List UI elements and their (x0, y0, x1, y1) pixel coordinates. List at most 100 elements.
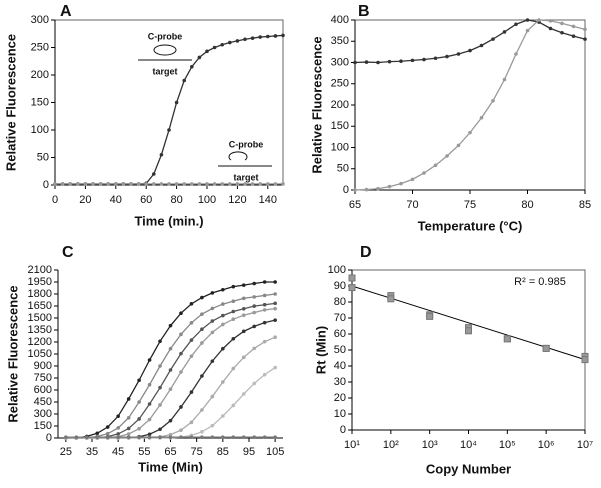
data-point (147, 435, 152, 440)
x-tick-label: 35 (86, 446, 98, 458)
y-tick-label: 200 (331, 99, 349, 111)
data-point (456, 143, 461, 148)
data-point (53, 182, 57, 186)
y-tick-label: 50 (37, 151, 49, 163)
x-axis-title: Time (min.) (134, 213, 203, 228)
data-point (221, 435, 225, 440)
data-point (465, 327, 472, 335)
data-point (433, 56, 438, 61)
data-point (235, 39, 240, 43)
data-point (514, 22, 518, 27)
y-tick-label: 450 (34, 396, 52, 408)
data-point (152, 172, 156, 176)
data-point (116, 426, 120, 430)
data-point (95, 431, 100, 436)
data-point (205, 49, 209, 54)
data-point (364, 60, 369, 64)
data-point (121, 182, 126, 186)
data-point (212, 45, 217, 50)
x-tick-label: 10² (383, 439, 399, 451)
data-point (273, 301, 277, 306)
y-tick-label: 250 (331, 78, 349, 90)
data-point (376, 186, 380, 191)
data-point (399, 59, 403, 64)
data-point (262, 435, 267, 440)
data-point (491, 98, 495, 103)
data-point (200, 295, 204, 300)
data-point (262, 339, 267, 344)
data-point (258, 35, 263, 39)
data-point (197, 182, 202, 186)
x-tick-label: 100 (198, 194, 216, 206)
data-point (221, 313, 225, 318)
x-tick-label: 45 (112, 446, 124, 458)
data-point (468, 48, 472, 53)
x-tick-label: 105 (266, 446, 284, 458)
y-tick-label: 0 (343, 184, 349, 196)
y-tick-label: 0 (46, 432, 52, 444)
x-tick-label: 10⁷ (577, 439, 593, 451)
data-point (189, 321, 194, 325)
y-tick-label: 30 (334, 376, 346, 388)
data-point (95, 435, 100, 440)
data-point (60, 182, 65, 186)
plot-frame (351, 269, 586, 431)
x-tick-label: 10¹ (344, 439, 360, 451)
data-point (221, 322, 225, 327)
trend-line (351, 285, 586, 361)
data-point (200, 430, 204, 434)
data-point (64, 435, 68, 440)
data-point (168, 323, 173, 328)
data-point (190, 64, 194, 69)
data-point (158, 364, 162, 368)
data-point (210, 291, 215, 295)
data-point (205, 182, 209, 186)
y-tick-label: 1050 (28, 348, 52, 360)
data-point (266, 182, 270, 186)
data-point (220, 42, 224, 47)
data-point (262, 320, 267, 325)
data-point (159, 152, 164, 157)
data-point (252, 346, 257, 351)
y-tick-label: 250 (31, 41, 49, 53)
data-point (137, 426, 141, 431)
data-point (387, 59, 392, 64)
data-point (228, 182, 232, 186)
data-point (189, 390, 194, 394)
data-point (231, 337, 236, 341)
data-point (84, 435, 89, 440)
data-point (583, 27, 587, 32)
data-point (167, 128, 171, 132)
data-point (252, 435, 257, 440)
x-tick-label: 80 (170, 194, 182, 206)
x-axis-title: Copy Number (426, 461, 511, 476)
data-point (179, 405, 183, 409)
series-line (65, 367, 276, 439)
data-point (252, 295, 257, 299)
y-tick-label: 1650 (28, 300, 52, 312)
y-tick-label: 300 (331, 56, 349, 68)
data-point (426, 312, 434, 320)
data-point (76, 182, 80, 186)
data-point (105, 435, 110, 440)
data-point (241, 355, 246, 360)
data-point (228, 40, 232, 45)
data-point (491, 37, 495, 41)
data-point (241, 329, 246, 334)
data-point (129, 182, 133, 186)
data-point (514, 52, 518, 56)
data-point (231, 309, 236, 314)
data-point (387, 295, 395, 303)
data-point (376, 60, 380, 65)
data-point (273, 280, 277, 284)
data-point (179, 351, 183, 356)
data-point (168, 368, 173, 372)
series-line (65, 307, 276, 439)
y-tick-label: 100 (31, 124, 49, 136)
data-point (250, 182, 255, 186)
data-point (210, 359, 215, 363)
x-tick-label: 140 (259, 194, 277, 206)
data-point (144, 182, 148, 186)
data-point (68, 182, 72, 186)
data-point (212, 182, 217, 186)
